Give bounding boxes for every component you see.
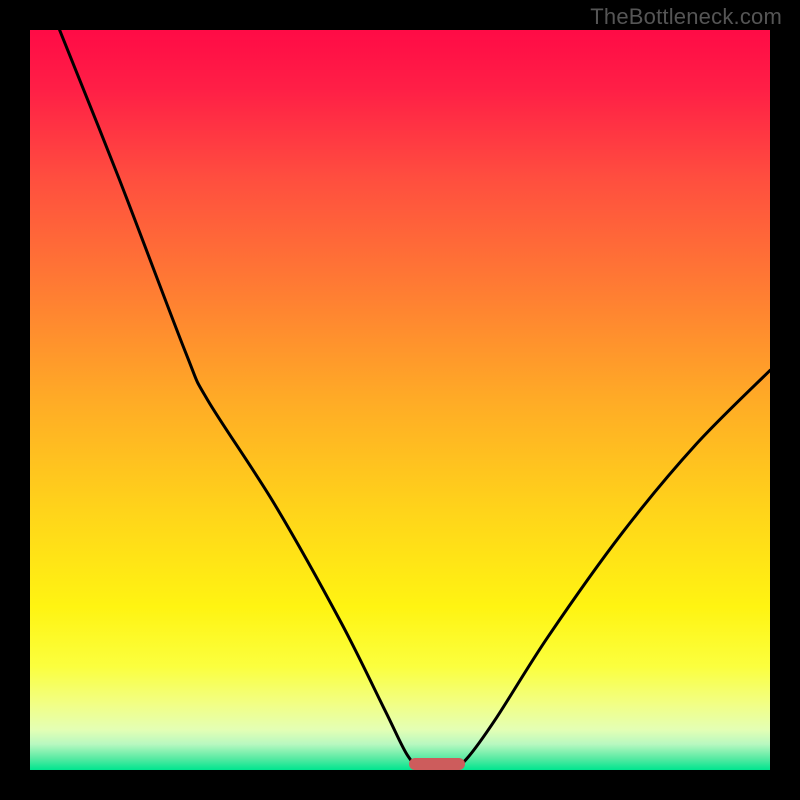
chart-frame: TheBottleneck.com [0,0,800,800]
bottleneck-curve [30,30,770,770]
plot-area [30,30,770,770]
optimal-range-marker [409,758,465,770]
watermark-text: TheBottleneck.com [590,4,782,30]
